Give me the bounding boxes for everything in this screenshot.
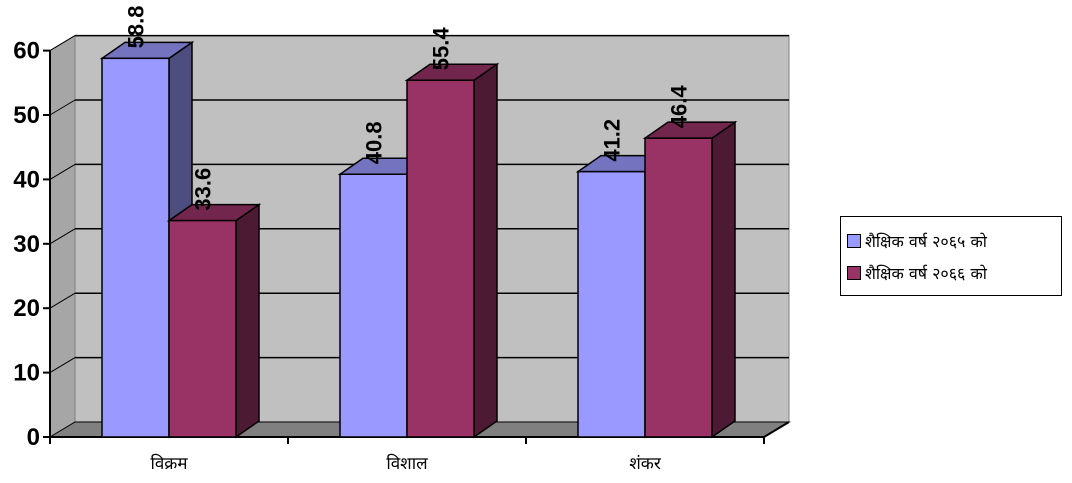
data-label: 58.8 [124,5,149,48]
legend-swatch-series-2 [847,266,861,280]
legend-swatch-series-1 [847,234,861,248]
bar [168,219,237,438]
y-tick-label: 10 [13,360,40,387]
bar [577,170,646,438]
legend-item-series-1: शैक्षिक वर्ष २०६५ को [847,229,987,253]
bar-side [473,62,498,439]
data-label: 46.4 [667,85,692,129]
y-tick-label: 30 [13,231,40,258]
data-label: 40.8 [362,121,387,164]
data-label: 33.6 [191,168,216,211]
y-tick-label: 20 [13,295,40,322]
gridline-side [49,228,76,245]
data-label: 55.4 [429,27,454,71]
gridline-side [49,357,76,374]
legend-item-series-2: शैक्षिक वर्ष २०६६ को [847,261,987,285]
legend-label-series-1: शैक्षिक वर्ष २०६५ को [865,232,987,251]
y-tick-label: 40 [13,166,40,193]
legend: शैक्षिक वर्ष २०६५ को शैक्षिक वर्ष २०६६ क… [840,216,1062,296]
gridline-side [49,99,76,116]
x-axis-depth [763,421,790,438]
bar [644,137,713,438]
bar [406,79,475,438]
bar [101,57,170,438]
x-tick-label: शंकर [629,454,662,474]
gridline-side [49,292,76,309]
gridline-side [49,163,76,180]
data-label: 41.2 [600,119,625,162]
y-tick-label: 0 [27,424,40,451]
bar [339,173,408,438]
x-tick-label: विशाल [386,453,428,474]
y-tick-label: 50 [13,102,40,129]
bar-side [235,203,260,439]
legend-label-series-2: शैक्षिक वर्ष २०६६ को [865,264,987,283]
y-tick-label: 60 [13,38,40,65]
bar-side [711,120,736,439]
gridline-side [49,35,76,52]
x-tick-label: विक्रम [150,453,188,474]
